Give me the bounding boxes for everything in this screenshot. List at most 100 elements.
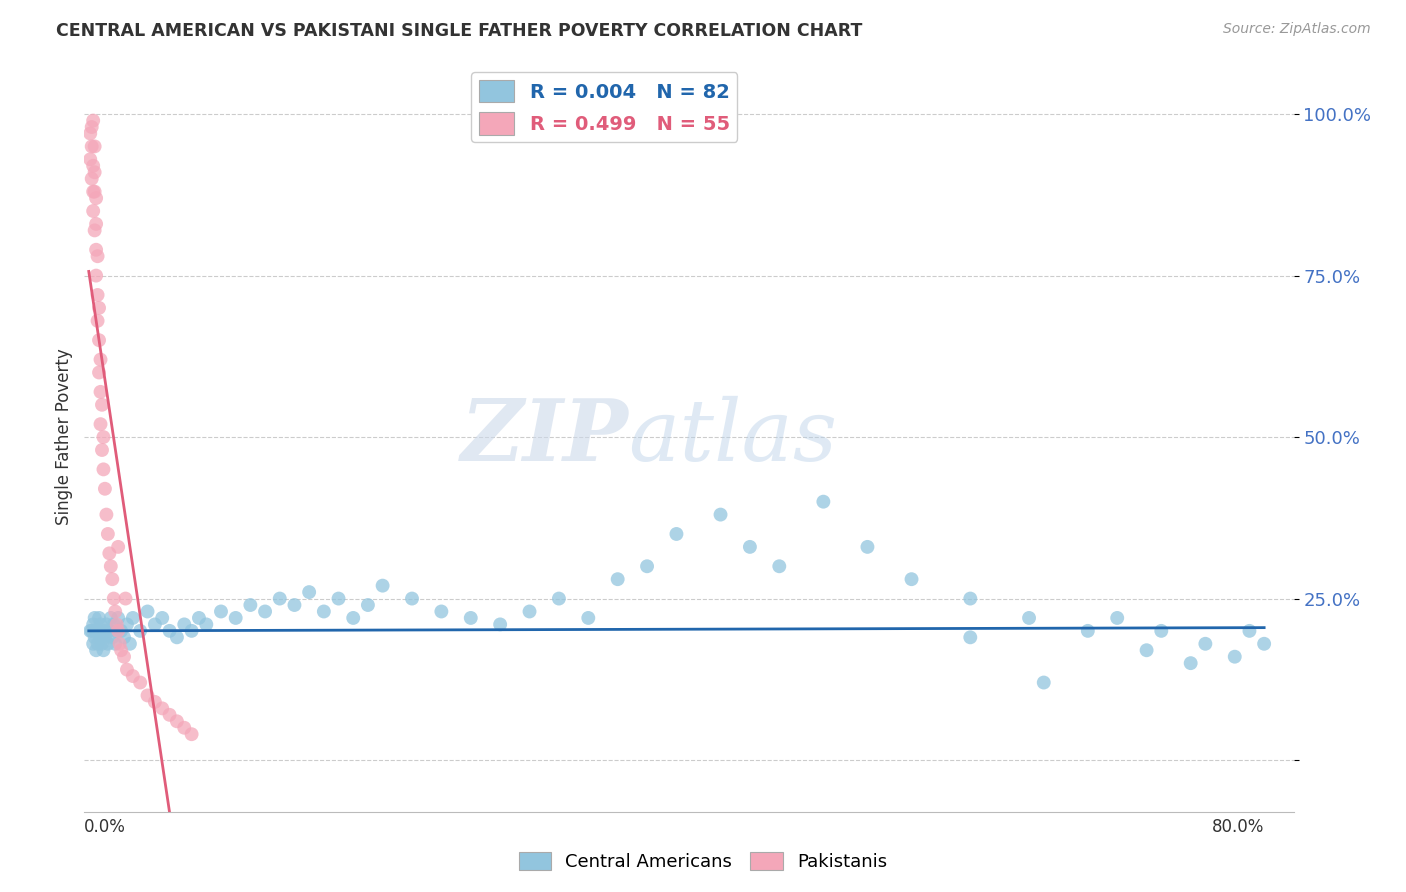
Point <box>709 508 731 522</box>
Point <box>98 546 121 560</box>
Point <box>143 695 166 709</box>
Point <box>813 494 835 508</box>
Point <box>80 120 103 134</box>
Point <box>97 527 120 541</box>
Point <box>103 617 125 632</box>
Point <box>173 721 195 735</box>
Point <box>82 113 104 128</box>
Text: 0.0%: 0.0% <box>84 818 127 836</box>
Point <box>180 624 202 638</box>
Point <box>97 637 120 651</box>
Point <box>1136 643 1159 657</box>
Point <box>1077 624 1099 638</box>
Point <box>328 591 350 606</box>
Point <box>89 352 111 367</box>
Point <box>82 617 104 632</box>
Point <box>82 185 104 199</box>
Point <box>159 707 181 722</box>
Point <box>83 611 105 625</box>
Point <box>1223 649 1246 664</box>
Point <box>150 611 173 625</box>
Point <box>100 559 122 574</box>
Point <box>136 689 159 703</box>
Point <box>856 540 879 554</box>
Text: atlas: atlas <box>628 396 838 478</box>
Point <box>209 605 232 619</box>
Point <box>166 714 188 729</box>
Point <box>118 637 141 651</box>
Point <box>105 617 128 632</box>
Point <box>83 139 105 153</box>
Point <box>104 637 127 651</box>
Point <box>82 204 104 219</box>
Point <box>96 508 118 522</box>
Point <box>100 611 122 625</box>
Point <box>83 185 105 199</box>
Point <box>87 366 110 380</box>
Point <box>83 223 105 237</box>
Point <box>959 591 981 606</box>
Point <box>1180 656 1202 670</box>
Point <box>93 430 115 444</box>
Point <box>112 630 135 644</box>
Point <box>103 591 125 606</box>
Point <box>115 663 138 677</box>
Point <box>180 727 202 741</box>
Point <box>84 268 107 283</box>
Point <box>112 649 135 664</box>
Text: Source: ZipAtlas.com: Source: ZipAtlas.com <box>1223 22 1371 37</box>
Point <box>489 617 512 632</box>
Point <box>136 605 159 619</box>
Point <box>84 217 107 231</box>
Point <box>665 527 688 541</box>
Point <box>89 384 111 399</box>
Point <box>93 624 115 638</box>
Point <box>460 611 482 625</box>
Point <box>430 605 453 619</box>
Point <box>108 637 131 651</box>
Point <box>87 301 110 315</box>
Point <box>1150 624 1173 638</box>
Point <box>173 617 195 632</box>
Point <box>115 617 138 632</box>
Point <box>89 417 111 432</box>
Point <box>129 624 152 638</box>
Point <box>105 624 128 638</box>
Point <box>104 605 127 619</box>
Point <box>114 591 136 606</box>
Point <box>254 605 277 619</box>
Point <box>371 579 394 593</box>
Point <box>84 643 107 657</box>
Point <box>101 572 124 586</box>
Point <box>959 630 981 644</box>
Point <box>1253 637 1275 651</box>
Point <box>89 630 111 644</box>
Point <box>401 591 423 606</box>
Point <box>357 598 380 612</box>
Text: CENTRAL AMERICAN VS PAKISTANI SINGLE FATHER POVERTY CORRELATION CHART: CENTRAL AMERICAN VS PAKISTANI SINGLE FAT… <box>56 22 863 40</box>
Point <box>121 611 143 625</box>
Point <box>225 611 247 625</box>
Point <box>80 139 103 153</box>
Point <box>93 643 115 657</box>
Point <box>900 572 922 586</box>
Point <box>87 611 110 625</box>
Point <box>188 611 211 625</box>
Point <box>283 598 305 612</box>
Point <box>121 669 143 683</box>
Point <box>143 617 166 632</box>
Point <box>342 611 364 625</box>
Point <box>159 624 181 638</box>
Point <box>86 314 108 328</box>
Point <box>101 630 124 644</box>
Point <box>636 559 658 574</box>
Point <box>107 624 129 638</box>
Point <box>107 611 129 625</box>
Point <box>1194 637 1216 651</box>
Point <box>1239 624 1261 638</box>
Point <box>93 462 115 476</box>
Point <box>86 249 108 263</box>
Point <box>239 598 262 612</box>
Point <box>84 243 107 257</box>
Point <box>98 624 121 638</box>
